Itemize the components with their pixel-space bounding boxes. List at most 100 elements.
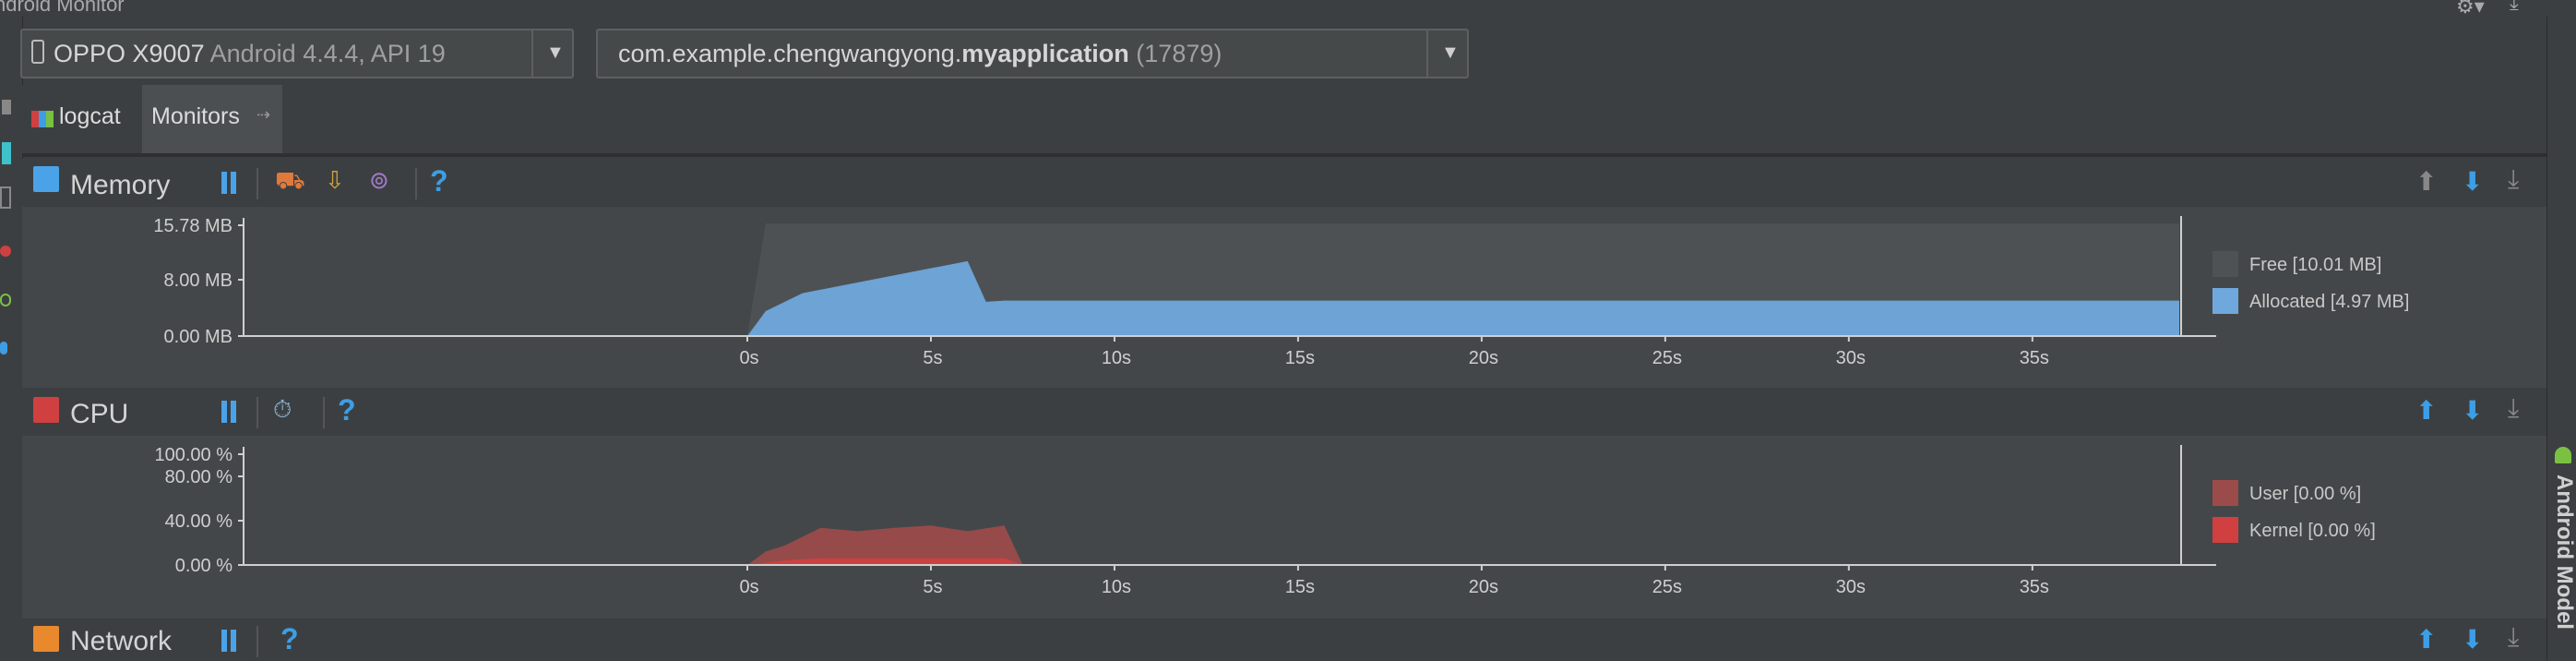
settings-icon[interactable]: ⚙▾ — [2456, 0, 2485, 18]
cpu-icon — [33, 397, 59, 423]
x-tick-label: 5s — [923, 348, 942, 368]
x-tick-label: 35s — [2020, 577, 2049, 597]
y-tick-label: 100.00 % — [154, 445, 233, 465]
download-icon[interactable]: ⤓ — [2508, 622, 2520, 651]
tool-icon[interactable] — [2, 100, 11, 114]
pause-button[interactable] — [221, 172, 238, 194]
allocation-tracker-icon[interactable]: ⊚ — [369, 166, 389, 194]
x-tick-label: 10s — [1102, 348, 1131, 368]
x-tick-label: 35s — [2020, 348, 2049, 368]
x-tick-label: 5s — [923, 577, 942, 597]
arrow-down-icon[interactable]: ⬇ — [2462, 396, 2484, 425]
y-tick-label: 80.00 % — [165, 467, 233, 487]
download-icon[interactable]: ⤓ — [2508, 164, 2520, 193]
legend-kernel: Kernel [0.00 %] — [2249, 521, 2376, 541]
cpu-chart: 100.00 %80.00 % 40.00 % 0.00 % 0s 5s 10s 15s 20… — [154, 445, 2216, 597]
cpu-header: CPU ⏱ ? ⬆ ⬇ ⤓ — [22, 388, 2546, 436]
chevron-down-icon: ▼ — [1441, 42, 1460, 63]
tab-monitors-label: Monitors — [151, 103, 240, 129]
legend-user: User [0.00 %] — [2249, 484, 2362, 504]
method-trace-icon[interactable]: ⏱ — [273, 395, 292, 423]
process-dropdown-button[interactable]: ▼ — [1426, 30, 1469, 77]
process-pid: (17879) — [1136, 40, 1222, 67]
chevron-down-icon: ▼ — [546, 42, 565, 63]
arrow-up-icon[interactable]: ⬆ — [2415, 625, 2438, 654]
allocated-area — [747, 260, 2179, 336]
truck-icon[interactable]: ⛟ — [275, 166, 305, 194]
legend-swatch-kernel — [2212, 517, 2238, 543]
help-icon[interactable]: ? — [280, 622, 299, 655]
process-label: com.example.chengwangyong.myapplication … — [618, 40, 1222, 68]
pin-icon[interactable]: ⇢ — [256, 105, 271, 124]
x-tick-label: 20s — [1469, 577, 1498, 597]
separator — [256, 168, 258, 199]
tool-icon[interactable] — [2, 142, 11, 164]
hide-icon[interactable]: ⤓ — [2510, 0, 2519, 14]
tab-monitors[interactable]: Monitors ⇢ — [142, 85, 282, 153]
separator — [256, 397, 258, 428]
pause-button[interactable] — [221, 630, 238, 652]
right-tool-strip: Android Model — [2546, 17, 2576, 661]
tab-logcat-label: logcat — [59, 103, 121, 129]
device-dropdown-button[interactable]: ▼ — [531, 30, 574, 77]
gc-icon[interactable] — [0, 294, 11, 306]
dump-heap-icon[interactable]: ⇩ — [325, 166, 345, 194]
network-header: Network ? ⬆ ⬇ ⤓ — [22, 619, 2546, 661]
x-tick-label: 10s — [1102, 577, 1131, 597]
window-title: ndroid Monitor — [0, 0, 125, 16]
phone-icon — [31, 40, 44, 64]
x-tick-label: 20s — [1469, 348, 1498, 368]
memory-icon — [33, 166, 59, 192]
legend-free: Free [10.01 MB] — [2249, 255, 2382, 275]
y-tick-label: 40.00 % — [165, 511, 233, 532]
android-model-tab[interactable]: Android Model — [2552, 475, 2576, 630]
cpu-title: CPU — [70, 399, 129, 429]
process-selector[interactable]: com.example.chengwangyong.myapplication … — [596, 29, 1469, 78]
arrow-down-icon[interactable]: ⬇ — [2462, 167, 2484, 196]
tab-logcat[interactable]: logcat — [22, 85, 135, 153]
legend-swatch-user — [2212, 480, 2238, 506]
plot-background — [244, 447, 2198, 565]
layout-icon[interactable] — [0, 186, 11, 209]
y-tick-label: 0.00 MB — [164, 327, 233, 347]
dot-icon[interactable] — [0, 342, 7, 355]
arrow-down-icon[interactable]: ⬇ — [2462, 625, 2484, 654]
process-app: myapplication — [961, 40, 1129, 67]
android-icon — [2555, 447, 2571, 463]
legend-allocated: Allocated [4.97 MB] — [2249, 292, 2410, 312]
network-icon — [33, 626, 59, 652]
memory-chart: 15.78 MB 8.00 MB 0.00 MB 0s 5s 10s 15s 20s 25s 30… — [153, 216, 2216, 368]
device-selector[interactable]: OPPO X9007 Android 4.4.4, API 19 ▼ — [20, 29, 574, 78]
tool-window-tabs: logcat Monitors ⇢ — [22, 85, 2546, 157]
memory-chart-area: 15.78 MB 8.00 MB 0.00 MB 0s 5s 10s 15s 20s 25s 30… — [22, 207, 2546, 388]
left-tool-strip — [0, 17, 23, 661]
separator — [415, 168, 417, 199]
pause-button[interactable] — [221, 401, 238, 423]
x-tick-label: 15s — [1285, 577, 1315, 597]
x-tick-label: 25s — [1652, 577, 1682, 597]
x-tick-label: 25s — [1652, 348, 1682, 368]
device-detail: Android 4.4.4, API 19 — [209, 40, 446, 67]
x-tick-label: 30s — [1836, 348, 1866, 368]
device-name: OPPO X9007 — [54, 40, 205, 67]
cpu-chart-area: 100.00 % 80.00 % 40.00 % 0.00 % 0s 5s 10s 15s 20… — [22, 436, 2546, 619]
separator — [256, 626, 258, 657]
process-prefix: com.example.chengwangyong. — [618, 40, 962, 67]
y-tick-label: 0.00 % — [175, 556, 233, 576]
download-icon[interactable]: ⤓ — [2508, 393, 2520, 422]
title-bar: ndroid Monitor ⚙▾ ⤓ — [0, 0, 2576, 18]
separator — [323, 397, 325, 428]
help-icon[interactable]: ? — [430, 164, 448, 198]
memory-header: Memory ⛟ ⇩ ⊚ ? ⬆ ⬇ ⤓ — [22, 159, 2546, 207]
arrow-up-icon[interactable]: ⬆ — [2415, 396, 2438, 425]
network-title: Network — [70, 626, 173, 656]
arrow-up-icon[interactable]: ⬆ — [2415, 167, 2438, 196]
legend-swatch-allocated — [2212, 288, 2238, 314]
x-tick-label: 15s — [1285, 348, 1315, 368]
y-tick-label: 8.00 MB — [164, 270, 233, 291]
logcat-icon — [31, 111, 54, 127]
device-label: OPPO X9007 Android 4.4.4, API 19 — [54, 40, 446, 68]
stop-icon[interactable] — [0, 246, 11, 257]
x-tick-label: 0s — [739, 348, 758, 368]
help-icon[interactable]: ? — [338, 393, 356, 427]
